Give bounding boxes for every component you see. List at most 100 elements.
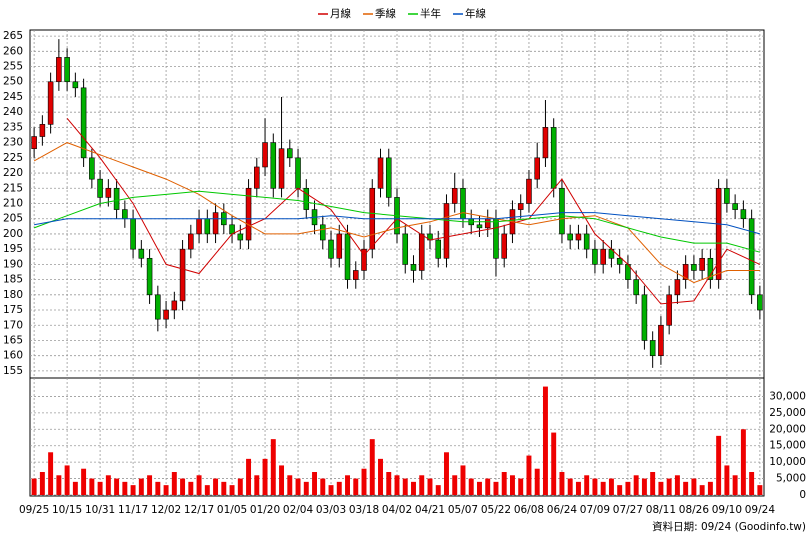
candle-body [616,257,623,265]
volume-bar [691,478,697,495]
candle-body [691,264,697,271]
volume-bar [683,481,689,495]
volume-bar [707,481,713,495]
y-tick-label: 210 [3,198,23,210]
candle-body [204,218,211,235]
volume-bar [452,475,458,495]
volume-bar [534,468,540,495]
candle-body [89,157,95,180]
candle-body [476,224,483,229]
volume-bar [444,452,449,495]
y-tick-label: 185 [3,274,23,286]
candle-body [328,239,334,259]
candle-body [451,187,458,204]
x-tick-label: 05/22 [481,504,511,516]
volume-bar [378,458,383,495]
volume-bar [48,452,54,495]
y-tick-label: 230 [3,137,23,149]
volume-bar [732,475,738,495]
volume-bar [353,478,359,495]
candle-body [732,203,738,210]
candle-body [501,233,507,259]
y-tick-label: 195 [3,243,23,255]
x-tick-label: 03/18 [349,504,379,516]
volume-bar [526,455,532,495]
candle-body [666,294,672,326]
volume-bar [617,485,623,495]
volume-bar [130,485,136,495]
x-tick-label: 05/07 [448,504,478,516]
source-note: 資料日期: 09/24 (Goodinfo.tw) [652,520,806,533]
volume-bar [155,481,161,495]
y2-tick-label: 20,000 [769,423,806,435]
volume-bar [501,472,507,495]
candle-body [757,294,763,311]
candle-body [674,279,681,296]
volume-bar [386,472,392,495]
candle-body [262,142,268,168]
volume-bar [303,481,309,495]
volume-bar [171,472,177,495]
volume-bar [394,475,400,495]
y2-tick-label: 25,000 [769,407,806,419]
x-tick-label: 09/10 [712,504,742,516]
candle-body [196,218,202,235]
volume-bar [213,478,219,495]
y-tick-label: 175 [3,304,23,316]
candle-body [64,57,70,83]
candle-body [575,233,582,241]
candle-body [122,209,128,220]
candle-body [682,264,689,280]
volume-bar [435,485,441,495]
volume-bar [122,481,128,495]
y-tick-label: 235 [3,121,23,133]
volume-bar [31,478,37,495]
volume-bar [254,475,260,495]
candle-body [493,218,499,259]
volume-bar [39,472,45,495]
volume-bar [287,475,293,495]
volume-bar [658,481,664,495]
candle-body [113,187,120,210]
volume-bar [584,475,590,495]
volume-bar [163,485,169,495]
y2-tick-label: 10,000 [769,456,806,468]
x-tick-label: 12/02 [151,504,181,516]
volume-bar [361,468,367,495]
y-tick-label: 245 [3,91,23,103]
volume-bar [674,475,680,495]
volume-bar [188,481,194,495]
candle-body [39,124,46,137]
volume-bar [105,475,111,495]
candle-body [270,142,277,189]
volume-bar [237,478,243,495]
x-tick-label: 01/20 [250,504,280,516]
x-tick-label: 08/11 [646,504,676,516]
volume-bar [369,439,375,495]
y-tick-label: 180 [3,289,23,301]
y-tick-label: 265 [3,30,23,42]
volume-bar [542,386,548,495]
y-tick-label: 165 [3,334,23,346]
candle-body [138,248,145,259]
volume-bar [229,485,235,495]
volume-bar [641,478,647,495]
x-tick-label: 03/03 [316,504,346,516]
y-tick-label: 220 [3,167,23,179]
candle-body [254,166,260,189]
x-tick-label: 02/04 [283,504,314,516]
volume-bar [600,481,606,495]
candle-body [542,127,549,159]
volume-bar [485,478,491,495]
ma-line [66,117,761,305]
candle-body [295,157,301,189]
candle-body [179,248,186,302]
candle-body [435,239,442,259]
candle-body [320,224,326,241]
candle-body [715,187,722,280]
candle-body [740,209,747,220]
volume-bar [427,478,433,495]
volume-bar [345,475,350,495]
volume-bar [204,485,210,495]
